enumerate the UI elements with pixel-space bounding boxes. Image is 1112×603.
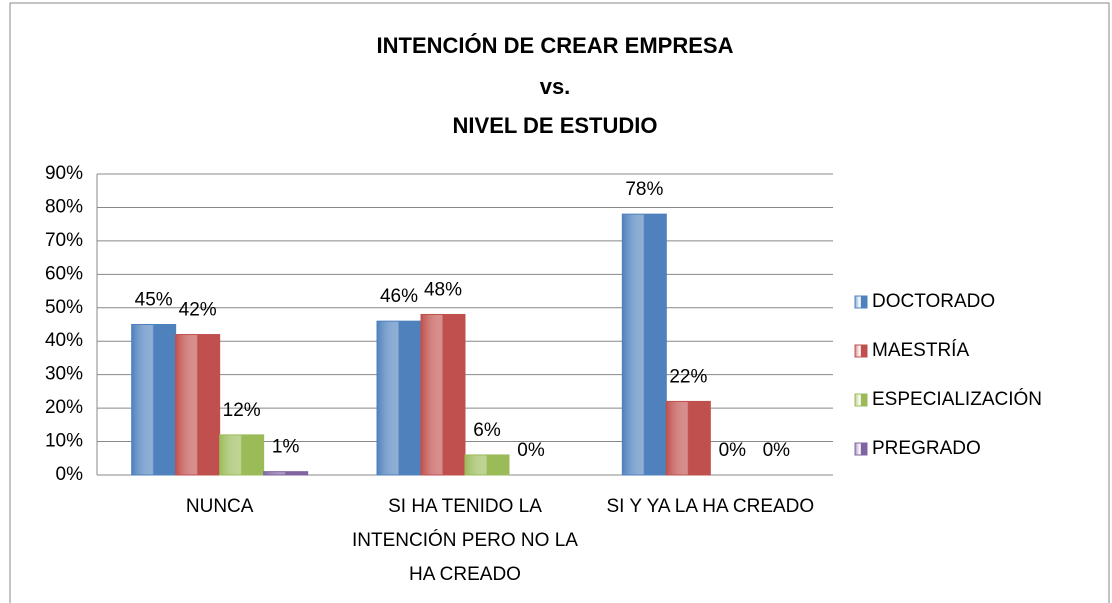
legend-label: DOCTORADO bbox=[872, 291, 995, 312]
data-label: 0% bbox=[517, 440, 545, 461]
bar bbox=[621, 213, 667, 476]
y-tick-label: 30% bbox=[45, 364, 83, 385]
y-tick-label: 50% bbox=[45, 297, 83, 318]
y-tick-label: 80% bbox=[45, 196, 83, 217]
bar bbox=[131, 324, 177, 476]
y-tick-label: 0% bbox=[56, 464, 84, 485]
bar bbox=[219, 434, 265, 476]
bar bbox=[665, 400, 711, 476]
y-tick-label: 70% bbox=[45, 230, 83, 251]
legend-label: MAESTRÍA bbox=[872, 340, 969, 361]
y-tick-label: 40% bbox=[45, 330, 83, 351]
data-label: 45% bbox=[135, 290, 173, 311]
data-label: 46% bbox=[380, 286, 418, 307]
chart-title: NIVEL DE ESTUDIO bbox=[453, 113, 658, 138]
x-tick-label: SI Y YA LA HA CREADO bbox=[606, 496, 815, 517]
bar bbox=[376, 320, 422, 476]
legend-label: ESPECIALIZACIÓN bbox=[872, 388, 1042, 410]
legend-label: PREGRADO bbox=[872, 438, 981, 459]
data-label: 6% bbox=[473, 420, 501, 441]
bar bbox=[420, 313, 466, 476]
data-label: 0% bbox=[719, 440, 747, 461]
y-tick-label: 10% bbox=[45, 431, 83, 452]
y-tick-label: 90% bbox=[45, 163, 83, 184]
data-label: 12% bbox=[223, 400, 261, 421]
data-label: 42% bbox=[179, 300, 217, 321]
data-label: 0% bbox=[763, 440, 791, 461]
chart-title: INTENCIÓN DE CREAR EMPRESA bbox=[377, 33, 734, 58]
chart-title: vs. bbox=[540, 74, 571, 99]
x-tick-label: SI HA TENIDO LA INTENCIÓN PERO NO LA HA … bbox=[352, 496, 578, 585]
legend-swatch bbox=[854, 442, 868, 456]
y-tick-label: 60% bbox=[45, 263, 83, 284]
x-tick-label: NUNCA bbox=[185, 496, 254, 517]
data-label: 78% bbox=[625, 179, 663, 200]
data-label: 1% bbox=[272, 437, 300, 458]
legend-swatch bbox=[854, 295, 868, 309]
chart-border bbox=[9, 2, 1110, 603]
bar bbox=[464, 454, 510, 476]
y-tick-label: 20% bbox=[45, 397, 83, 418]
bar bbox=[175, 334, 221, 476]
legend-swatch bbox=[854, 344, 868, 358]
data-label: 22% bbox=[669, 366, 707, 387]
bar bbox=[263, 471, 309, 476]
data-label: 48% bbox=[424, 279, 462, 300]
legend-swatch bbox=[854, 393, 868, 407]
